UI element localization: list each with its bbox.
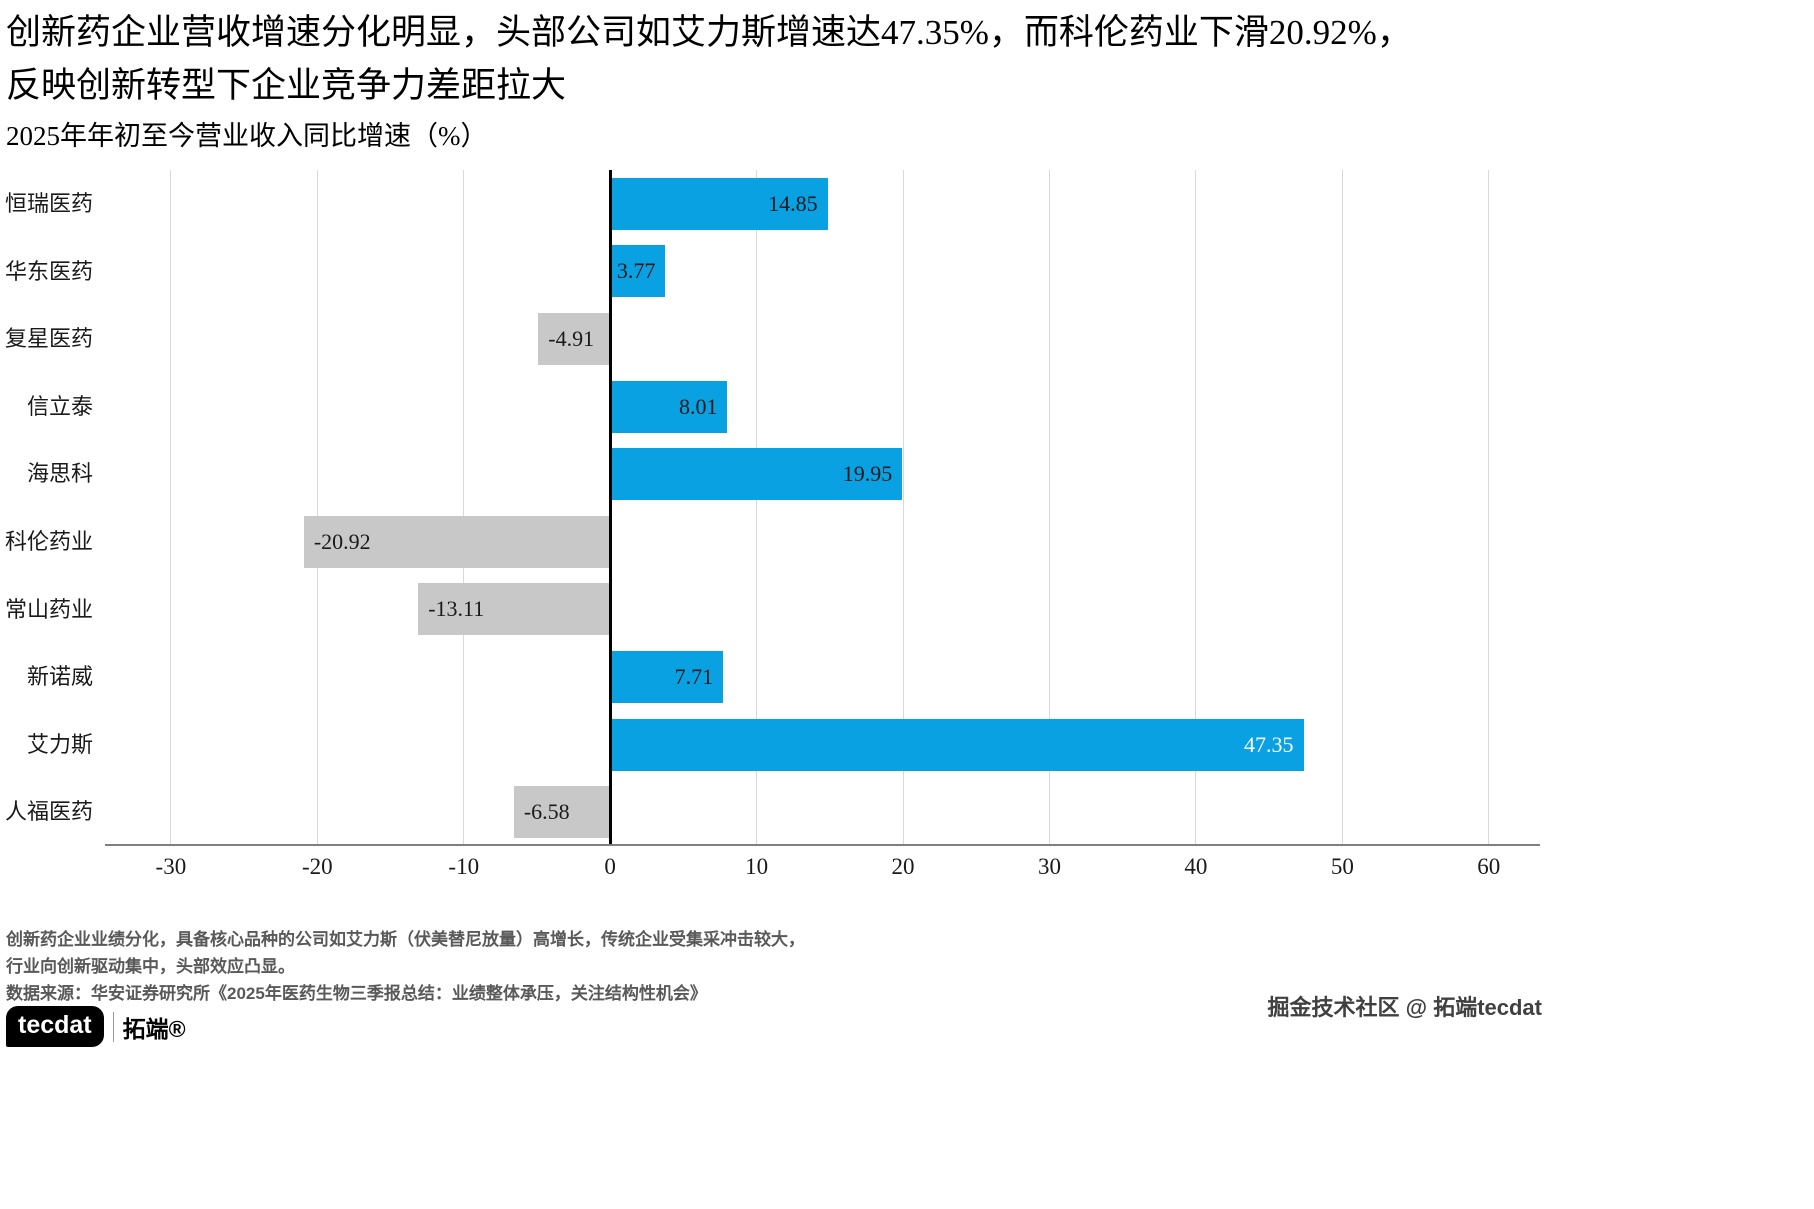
bar-2: 3.77 [610, 245, 666, 298]
category-label: 信立泰 [26, 393, 93, 419]
logo-cn-text: 拓端® [122, 1015, 186, 1042]
grid-line [316, 170, 318, 844]
headline-line2: 反映创新转型下企业竞争力差距拉大 [6, 66, 567, 105]
x-tick-label: 10 [745, 854, 769, 879]
zero-axis-line [608, 170, 612, 844]
bar-5: 19.95 [610, 448, 903, 501]
grid-line [756, 170, 758, 844]
x-tick-label: 40 [1184, 854, 1208, 879]
x-tick-label: 0 [604, 854, 616, 879]
grid-line [1195, 170, 1197, 844]
bar-9: 47.35 [610, 718, 1304, 771]
category-label: 艾力斯 [26, 731, 93, 757]
chart-headline: 创新药企业营收增速分化明显，头部公司如艾力斯增速达47.35%，而科伦药业下滑2… [6, 6, 1412, 112]
x-tick-label: 20 [891, 854, 915, 879]
bar-value-label: -4.91 [548, 326, 595, 351]
bar-value-label: 3.77 [616, 258, 656, 284]
category-label: 新诺威 [26, 664, 93, 690]
bar-3: -4.91 [538, 313, 611, 365]
bar-value-label: 7.71 [674, 664, 714, 689]
x-tick-label: -10 [448, 854, 480, 879]
footnotes: 创新药企业业绩分化，具备核心品种的公司如艾力斯（伏美替尼放量）高增长，传统企业受… [6, 926, 805, 1007]
grid-line [463, 170, 465, 844]
footnote-line1: 创新药企业业绩分化，具备核心品种的公司如艾力斯（伏美替尼放量）高增长，传统企业受… [6, 930, 805, 949]
category-axis: 恒瑞医药华东医药复星医药信立泰海思科科伦药业常山药业新诺威艾力斯人福医药 [0, 170, 99, 846]
category-label: 复星医药 [4, 326, 93, 352]
bar-value-label: -13.11 [428, 596, 485, 622]
category-label: 华东医药 [4, 258, 93, 284]
chart-subtitle: 2025年年初至今营业收入同比增速（%） [6, 121, 488, 151]
grid-line [1048, 170, 1050, 844]
bar-1: 14.85 [610, 177, 828, 230]
x-tick-label: -30 [155, 854, 187, 879]
x-tick-label: 60 [1477, 854, 1501, 879]
logo-badge: tecdat [6, 1006, 104, 1047]
x-axis-ticks: -30 -20 -10 0 10 20 30 40 50 60 [105, 848, 1540, 888]
bar-6: -20.92 [303, 515, 611, 568]
x-tick-label: 50 [1330, 854, 1354, 879]
watermark: 掘金技术社区 @ 拓端tecdat [1267, 995, 1542, 1020]
bar-8: 7.71 [610, 651, 724, 703]
logo-divider [112, 1011, 114, 1042]
bar-value-label: 8.01 [678, 393, 718, 419]
grid-line [902, 170, 904, 844]
bar-value-label: 19.95 [842, 461, 893, 487]
headline-line1: 创新药企业营收增速分化明显，头部公司如艾力斯增速达47.35%，而科伦药业下滑2… [6, 13, 1412, 52]
bar-value-label: -20.92 [313, 528, 371, 554]
x-tick-label: -20 [301, 854, 333, 879]
category-label: 常山药业 [4, 596, 93, 622]
plot-area: 14.85 3.77 -4.91 8.01 19.95 -20.92 -13.11 7.71 4… [105, 170, 1540, 846]
category-label: 科伦药业 [4, 529, 93, 554]
x-tick-label: 30 [1037, 854, 1061, 879]
grid-line [1488, 170, 1490, 844]
category-label: 恒瑞医药 [4, 191, 93, 216]
bar-value-label: 47.35 [1244, 731, 1294, 757]
bar-value-label: 14.85 [768, 190, 818, 216]
tecdat-logo: tecdat 拓端® [6, 1006, 186, 1047]
data-source: 数据来源：华安证券研究所《2025年医药生物三季报总结：业绩整体承压，关注结构性… [6, 984, 707, 1003]
bar-10: -6.58 [513, 786, 611, 839]
category-label: 海思科 [26, 461, 93, 487]
bar-value-label: -6.58 [523, 799, 570, 825]
category-label: 人福医药 [4, 799, 93, 825]
bar-4: 8.01 [610, 380, 728, 433]
grid-line [1341, 170, 1343, 844]
footnote-line2: 行业向创新驱动集中，头部效应凸显。 [6, 957, 295, 976]
bar-7: -13.11 [418, 583, 611, 636]
grid-line [170, 170, 172, 844]
